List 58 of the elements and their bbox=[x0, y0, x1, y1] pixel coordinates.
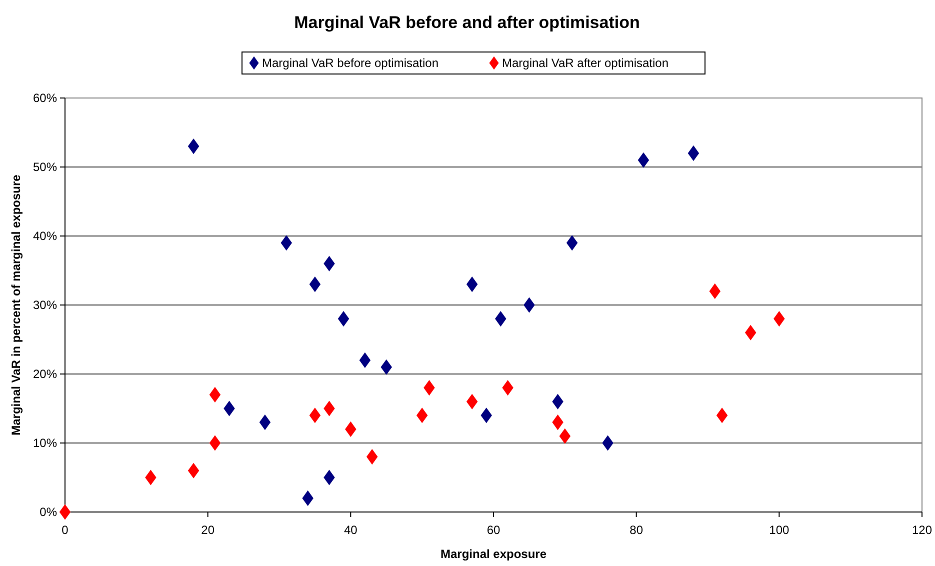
point bbox=[145, 470, 156, 486]
point bbox=[209, 386, 221, 402]
point bbox=[744, 324, 756, 340]
point bbox=[466, 276, 478, 292]
point bbox=[324, 256, 335, 272]
x-tick-label: 80 bbox=[630, 523, 644, 537]
point bbox=[552, 414, 564, 430]
point bbox=[480, 408, 492, 424]
point bbox=[502, 380, 514, 396]
point bbox=[416, 408, 428, 424]
point bbox=[552, 394, 564, 410]
point bbox=[559, 428, 571, 444]
point bbox=[59, 504, 71, 520]
point bbox=[716, 408, 728, 424]
point bbox=[466, 394, 478, 410]
point bbox=[324, 470, 335, 486]
point bbox=[188, 138, 200, 154]
point bbox=[380, 359, 392, 375]
point bbox=[345, 421, 356, 437]
point bbox=[366, 449, 378, 465]
y-axis-title: Marginal VaR in percent of marginal exposure bbox=[9, 174, 23, 436]
point bbox=[424, 380, 435, 396]
y-tick-label: 10% bbox=[32, 436, 58, 450]
point bbox=[280, 235, 292, 251]
y-tick-label: 40% bbox=[32, 229, 58, 243]
x-tick-label: 20 bbox=[201, 523, 215, 537]
y-tick-label: 50% bbox=[32, 160, 58, 174]
x-tick-label: 60 bbox=[486, 523, 500, 537]
point bbox=[774, 311, 785, 327]
y-tick-label: 20% bbox=[32, 367, 58, 381]
point bbox=[324, 400, 335, 416]
point bbox=[309, 276, 321, 292]
chart-title: Marginal VaR before and after optimisation bbox=[294, 13, 640, 32]
x-tick-label: 40 bbox=[344, 523, 358, 537]
point bbox=[224, 400, 235, 416]
y-tick-label: 60% bbox=[32, 91, 58, 105]
point bbox=[566, 235, 578, 251]
legend-label: Marginal VaR before optimisation bbox=[262, 56, 439, 70]
point bbox=[338, 311, 350, 327]
point bbox=[688, 145, 700, 161]
point bbox=[259, 414, 271, 430]
point bbox=[638, 152, 650, 168]
x-axis-title: Marginal exposure bbox=[440, 547, 547, 561]
x-tick-label: 120 bbox=[912, 523, 932, 537]
point bbox=[495, 311, 506, 327]
point bbox=[309, 408, 321, 424]
x-tick-label: 0 bbox=[62, 523, 69, 537]
y-tick-label: 30% bbox=[32, 298, 58, 312]
y-tick-label: 0% bbox=[40, 505, 58, 519]
point bbox=[359, 352, 371, 368]
point bbox=[602, 435, 614, 451]
x-tick-label: 100 bbox=[769, 523, 790, 537]
point bbox=[524, 297, 535, 313]
point bbox=[209, 435, 221, 451]
legend-label: Marginal VaR after optimisation bbox=[502, 56, 669, 70]
point bbox=[302, 490, 314, 506]
point bbox=[188, 462, 200, 478]
point bbox=[709, 283, 721, 299]
